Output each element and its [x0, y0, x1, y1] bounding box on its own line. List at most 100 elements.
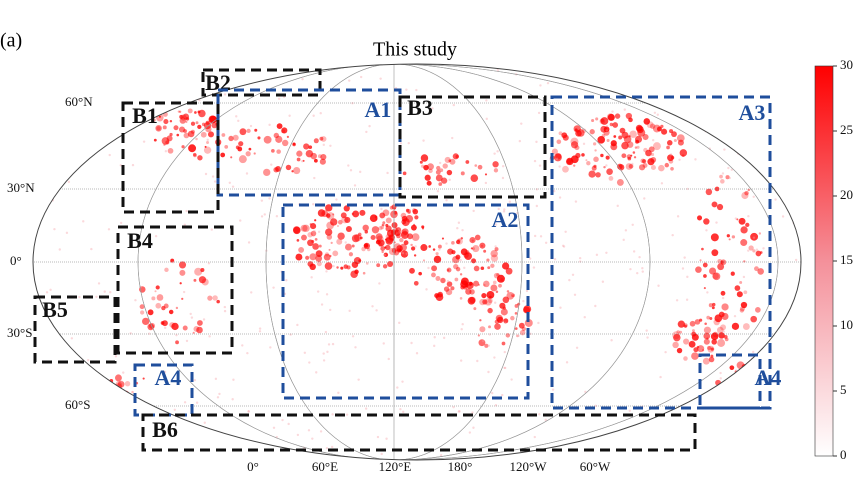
- activity-spot: [499, 302, 506, 309]
- background-spot: [173, 408, 176, 411]
- lon-label: 60°W: [580, 459, 611, 474]
- background-spot: [594, 404, 597, 408]
- background-spot: [325, 293, 329, 296]
- activity-spot: [448, 159, 452, 163]
- background-spot: [387, 357, 390, 361]
- activity-spot: [743, 377, 750, 384]
- activity-spot: [254, 128, 258, 132]
- activity-spot: [573, 164, 576, 167]
- meridian: [265, 64, 523, 460]
- activity-spot: [607, 113, 615, 121]
- background-spot: [171, 260, 175, 264]
- region-label: A1: [365, 97, 392, 122]
- lon-label: 180°: [448, 459, 473, 474]
- activity-spot: [691, 333, 699, 341]
- background-spot: [456, 227, 459, 230]
- activity-spot: [441, 177, 448, 184]
- background-spot: [671, 233, 674, 237]
- activity-spot: [609, 122, 614, 127]
- activity-spot: [336, 266, 339, 269]
- background-spot: [80, 412, 83, 415]
- activity-spot: [600, 117, 609, 125]
- background-spot: [405, 252, 408, 255]
- background-spot: [522, 299, 525, 303]
- activity-spot: [178, 261, 187, 269]
- activity-spot: [719, 385, 723, 389]
- background-spot: [175, 333, 178, 337]
- activity-spot: [449, 158, 456, 165]
- background-spot: [422, 139, 425, 142]
- activity-spot: [739, 306, 746, 312]
- activity-spot: [201, 122, 206, 127]
- background-spot: [532, 266, 536, 269]
- background-spot: [496, 69, 499, 72]
- activity-spot: [739, 308, 745, 313]
- activity-spot: [131, 390, 134, 394]
- background-spot: [752, 236, 756, 239]
- background-spot: [218, 392, 221, 396]
- background-spot: [717, 456, 720, 460]
- background-spot: [460, 328, 463, 331]
- activity-spot: [391, 222, 398, 229]
- background-spot: [628, 409, 631, 413]
- activity-spot: [181, 297, 184, 300]
- activity-spot: [402, 171, 407, 176]
- activity-spot: [710, 347, 714, 351]
- activity-spot: [706, 345, 712, 351]
- activity-spot: [424, 174, 431, 181]
- activity-spot: [593, 156, 599, 163]
- activity-spot: [362, 224, 369, 232]
- activity-spot: [182, 325, 188, 331]
- activity-spot: [220, 152, 226, 158]
- activity-spot: [746, 381, 754, 389]
- background-spot: [400, 220, 404, 224]
- region-box: [201, 68, 322, 97]
- lat-label: 0°: [10, 253, 22, 268]
- background-spot: [282, 452, 286, 455]
- background-spot: [142, 140, 146, 143]
- activity-spot: [614, 113, 621, 119]
- activity-spot: [720, 290, 726, 296]
- activity-spot: [600, 153, 604, 158]
- lon-label: 120°E: [379, 459, 412, 474]
- activity-spot: [697, 215, 703, 221]
- background-spot: [311, 437, 314, 440]
- background-spot: [721, 172, 725, 175]
- activity-spot: [741, 379, 746, 385]
- activity-spot: [276, 123, 283, 129]
- activity-spot: [381, 223, 385, 227]
- activity-spot: [481, 293, 487, 299]
- background-spot: [771, 83, 774, 86]
- activity-spot: [703, 332, 711, 340]
- background-spot: [198, 99, 201, 102]
- activity-spot: [645, 149, 652, 157]
- background-spot: [307, 429, 311, 432]
- activity-spot: [743, 290, 748, 295]
- activity-spot: [410, 224, 417, 231]
- background-spot: [92, 414, 95, 417]
- activity-spot: [169, 119, 173, 123]
- background-spot: [137, 97, 140, 101]
- activity-spot: [518, 322, 525, 329]
- background-spot: [207, 262, 211, 265]
- background-spot: [755, 248, 759, 251]
- activity-spot: [139, 304, 145, 310]
- background-spot: [425, 288, 428, 291]
- activity-spot: [574, 128, 578, 132]
- region-label: A4: [755, 365, 782, 390]
- activity-spot: [691, 329, 695, 332]
- background-spot: [722, 108, 725, 112]
- activity-spot: [661, 128, 668, 135]
- activity-spot: [486, 291, 495, 299]
- activity-spot: [642, 159, 647, 164]
- activity-spot: [734, 285, 741, 291]
- background-spot: [93, 448, 96, 452]
- activity-spot: [192, 152, 197, 157]
- background-spot: [537, 321, 540, 325]
- activity-spot: [717, 339, 726, 347]
- background-spot: [632, 250, 636, 253]
- activity-spot: [701, 247, 704, 251]
- activity-spot: [175, 306, 179, 310]
- activity-spot: [712, 302, 716, 307]
- activity-spot: [426, 180, 432, 186]
